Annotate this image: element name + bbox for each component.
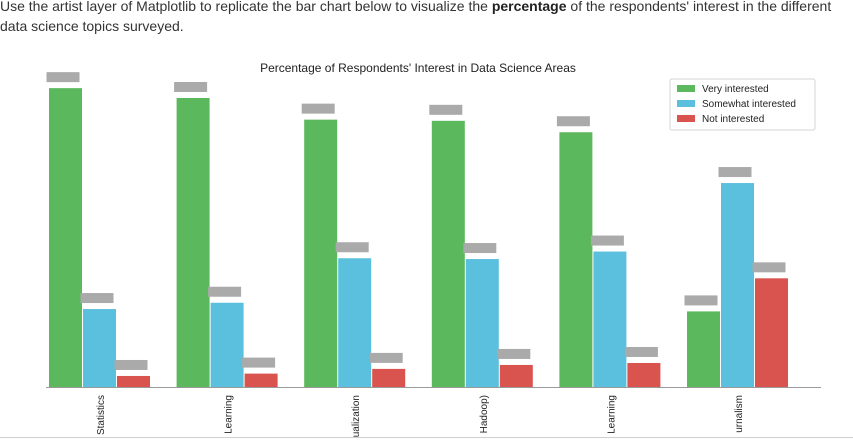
legend-label-1: Somewhat interested xyxy=(702,99,796,110)
bar-value-label-4-1 xyxy=(590,235,624,246)
bar-3-2 xyxy=(499,364,533,387)
bar-value-label-4-2 xyxy=(624,346,658,357)
bar-2-2 xyxy=(372,368,406,387)
bar-value-label-1-1 xyxy=(208,286,242,297)
bar-group xyxy=(46,72,788,388)
bar-0-0 xyxy=(49,88,82,388)
x-tick-label-5: urnalism xyxy=(734,395,745,433)
legend: Very interested Somewhat interested Not in… xyxy=(669,78,816,131)
instruction-text: Use the artist layer of Matplotlib to re… xyxy=(0,0,853,36)
bar-4-2 xyxy=(627,362,661,387)
x-tick-labels: Statistics Learning ualization Hadoop) Learn… xyxy=(96,395,745,437)
bar-value-label-2-0 xyxy=(301,103,335,114)
bar-1-2 xyxy=(244,373,278,387)
x-tick-label-3: Hadoop) xyxy=(479,395,490,433)
bar-value-label-1-0 xyxy=(174,81,208,92)
instruction-text-start: Use the artist layer of Matplotlib to re… xyxy=(0,0,492,14)
legend-swatch-2 xyxy=(677,115,695,122)
bar-0-1 xyxy=(83,309,116,387)
bar-2-1 xyxy=(338,258,372,387)
bar-value-label-3-1 xyxy=(463,243,497,254)
bar-4-1 xyxy=(593,251,627,387)
divider xyxy=(0,437,853,438)
chart-title: Percentage of Respondents' Interest in D… xyxy=(260,61,576,75)
bar-value-label-5-0 xyxy=(684,295,718,306)
instruction-text-end: of the respondents' interest in the diff… xyxy=(0,0,832,34)
bar-value-label-2-2 xyxy=(369,352,403,363)
bar-value-label-3-2 xyxy=(497,348,531,359)
bar-value-label-2-1 xyxy=(335,242,369,253)
x-tick-label-1: Learning xyxy=(224,395,235,434)
legend-label-0: Very interested xyxy=(702,84,769,95)
x-tick-label-2: ualization xyxy=(351,395,362,437)
bar-5-1 xyxy=(721,183,754,387)
x-tick-label-4: Learning xyxy=(606,395,617,434)
legend-swatch-1 xyxy=(677,100,695,107)
bar-3-0 xyxy=(431,120,465,387)
legend-box xyxy=(669,78,816,131)
bar-value-label-3-0 xyxy=(429,104,463,115)
bar-3-1 xyxy=(465,259,499,387)
bar-value-label-0-2 xyxy=(114,359,148,370)
bar-2-0 xyxy=(304,119,338,388)
bar-1-0 xyxy=(176,97,210,388)
x-tick-label-0: Statistics xyxy=(96,395,107,435)
bar-value-label-5-1 xyxy=(718,167,752,178)
legend-label-2: Not interested xyxy=(702,114,764,125)
bar-5-0 xyxy=(687,311,720,387)
bar-4-0 xyxy=(559,132,593,387)
bar-0-2 xyxy=(117,375,150,387)
bar-value-label-5-2 xyxy=(752,262,786,273)
bar-value-label-4-0 xyxy=(556,116,590,127)
bar-5-2 xyxy=(755,278,788,387)
bar-1-1 xyxy=(210,302,244,387)
interest-bar-chart: Percentage of Respondents' Interest in D… xyxy=(46,61,821,437)
instruction-emphasis: percentage xyxy=(491,0,567,14)
bar-value-label-0-0 xyxy=(46,72,80,83)
bar-value-label-0-1 xyxy=(80,293,114,304)
legend-swatch-0 xyxy=(677,85,695,92)
bar-value-label-1-2 xyxy=(242,357,276,368)
